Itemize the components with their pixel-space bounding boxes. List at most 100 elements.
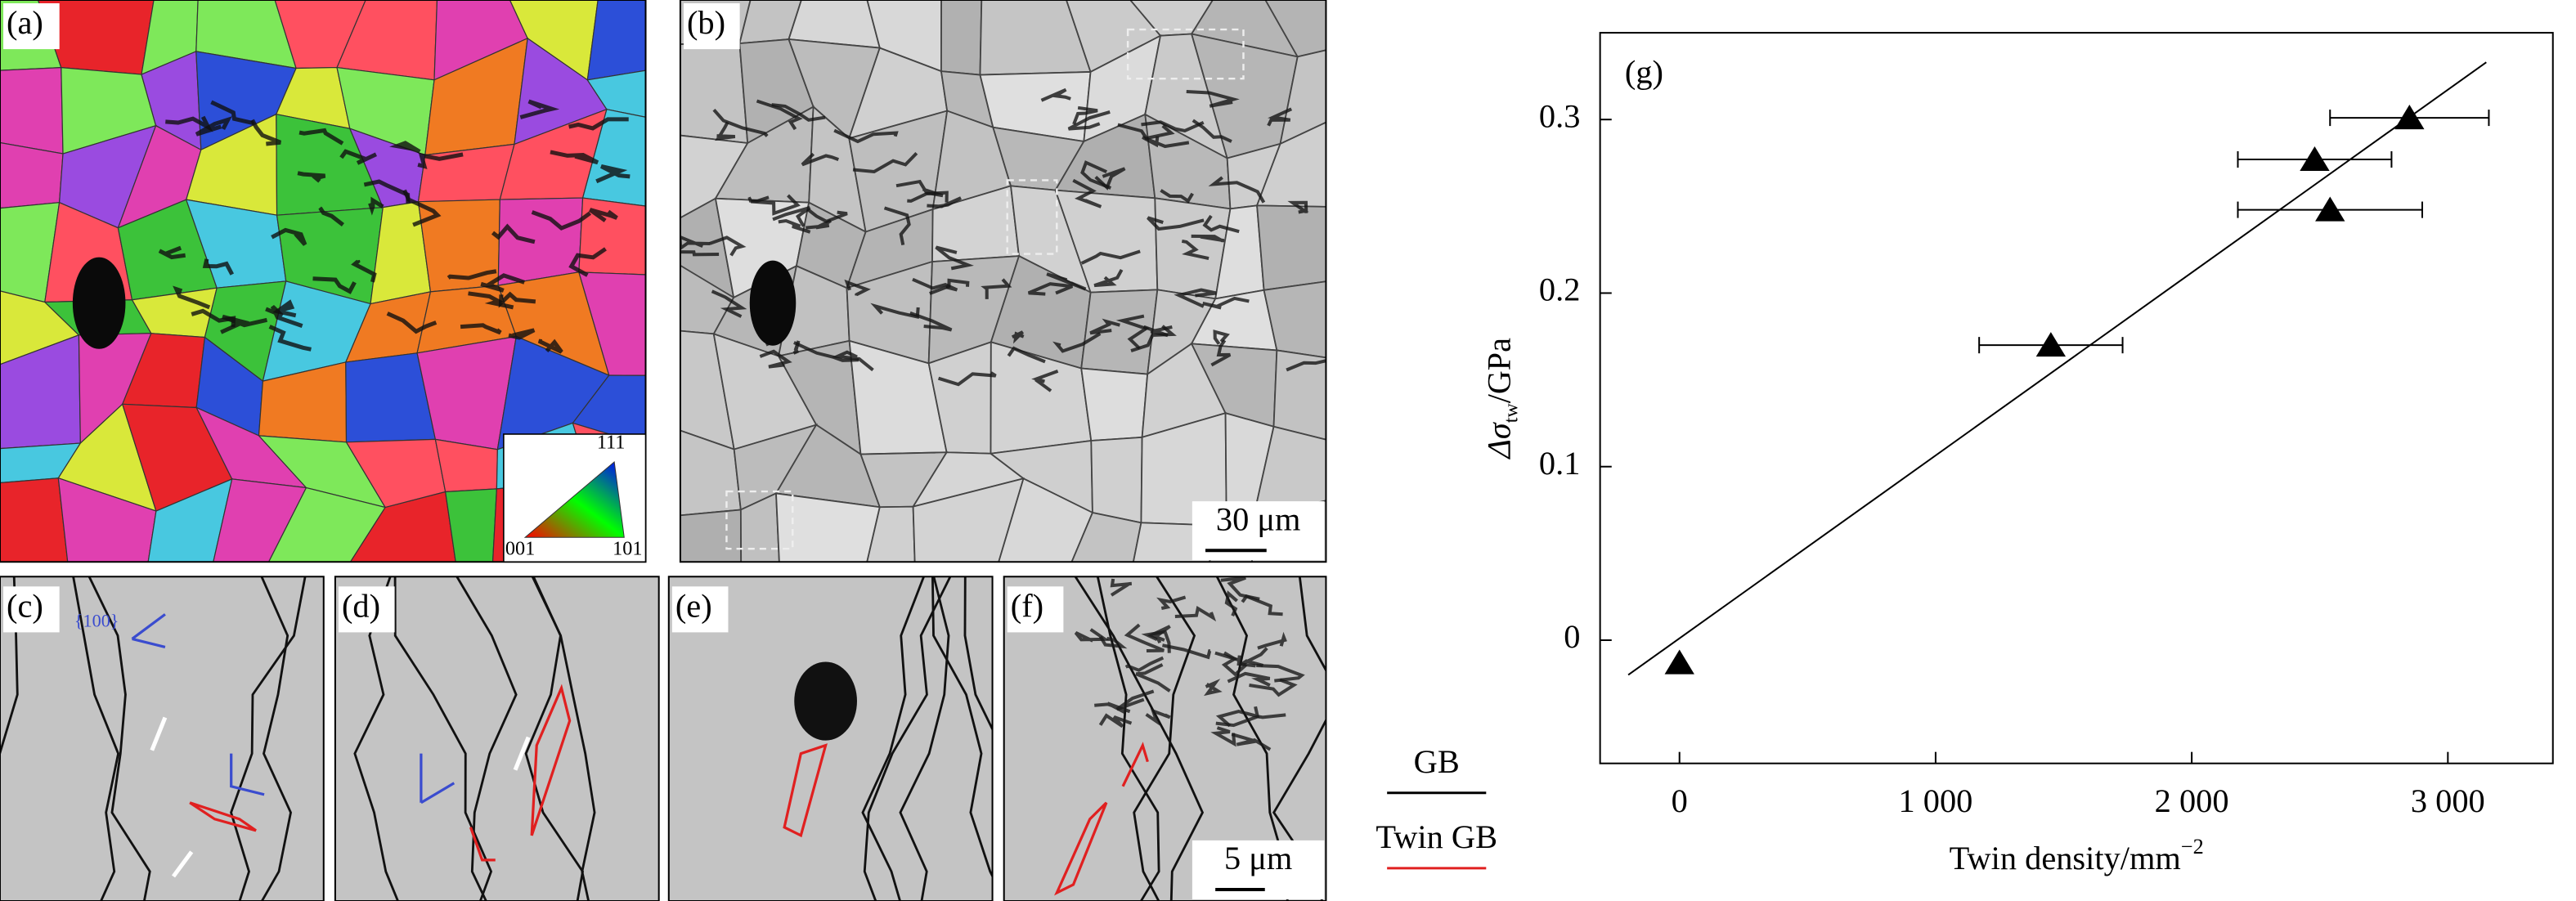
grain (1252, 425, 1326, 518)
grain (147, 477, 233, 563)
deformation-band (1098, 635, 1128, 649)
deformation-band (927, 196, 962, 208)
deformation-band (1098, 713, 1133, 728)
deformation-band (870, 303, 920, 320)
deformation-band (1040, 87, 1071, 102)
arrow (513, 736, 531, 771)
deformation-band (1162, 643, 1212, 660)
plot: (g) 0 1 000 2 000 3 000 0 0.1 0.2 0.3 Twin densit… (1481, 32, 2554, 876)
grain-boundary (963, 576, 993, 732)
grain (444, 488, 498, 563)
deformation-band (1094, 702, 1131, 715)
deformation-band (1186, 89, 1240, 108)
deformation-band (1287, 200, 1309, 214)
grain (57, 477, 157, 563)
deformation-band (1130, 325, 1177, 352)
deformation-band (351, 259, 377, 283)
deformation-band (711, 289, 747, 318)
y-tick-label: 0 (1564, 618, 1580, 655)
data-point (1664, 649, 1694, 675)
x-tick-label: 2 000 (2155, 782, 2229, 819)
label-bg (338, 586, 395, 633)
deformation-band (1080, 249, 1141, 265)
ipf-label: 101 (613, 538, 642, 560)
deformation-band (1227, 671, 1271, 687)
dark-region (749, 260, 797, 346)
deformation-band (480, 273, 526, 293)
label-bg (671, 586, 729, 633)
deformation-band (1141, 630, 1171, 653)
grain (497, 197, 584, 286)
deformation-band (852, 151, 918, 174)
deformation-band (318, 206, 344, 226)
orientation-marker (420, 753, 456, 805)
twin-boundary (530, 684, 572, 836)
band-contrast-map (680, 0, 1326, 563)
scale-bar-label: 30 μm (1216, 500, 1301, 537)
deformation-band (756, 99, 803, 131)
deformation-band (268, 325, 312, 352)
deformation-band (793, 341, 859, 362)
deformation-band (1094, 167, 1126, 191)
legend-label: Twin GB (1376, 818, 1497, 855)
twin-boundary (1054, 801, 1108, 896)
arrow (171, 850, 194, 878)
y-tick-label: 0.2 (1539, 271, 1580, 308)
scale-bar-label: 5 μm (1224, 840, 1292, 876)
deformation-band (912, 277, 958, 292)
deformation-band (1191, 234, 1225, 243)
deformation-band (173, 285, 211, 310)
deformation-band (1147, 625, 1171, 644)
micrograph-annotations: {100} (a) (b) (c) (d) (e) (f) 30 μm 5 μm GB Twin G… (3, 3, 1497, 899)
fit-line (1627, 61, 2487, 676)
deformation-band (1208, 176, 1266, 204)
deformation-band (1241, 594, 1283, 616)
twin-boundary (1121, 742, 1149, 787)
deformation-band (833, 128, 899, 144)
deformation-band (386, 312, 438, 334)
label-bg (683, 3, 740, 50)
orientation-marker (131, 613, 166, 648)
panel-label: (f) (1011, 588, 1043, 625)
twin-boundary (783, 743, 828, 838)
grain (912, 477, 1025, 563)
ipf-label: 001 (505, 538, 535, 560)
deformation-band (1210, 339, 1232, 367)
twin-boundary (469, 827, 496, 862)
y-axis-label-sub: tw (1500, 403, 1522, 424)
y-axis-label-text: Δσ (1481, 421, 1518, 459)
grain-boundary (1074, 576, 1205, 901)
deformation-band (165, 115, 213, 132)
grain (349, 491, 456, 563)
deformation-band (1174, 605, 1217, 622)
deformation-band (460, 323, 502, 335)
panel-frame (679, 0, 1327, 563)
deformation-band (508, 328, 536, 340)
deformation-band (771, 103, 826, 122)
label-bg (3, 586, 60, 633)
grain-boundary (931, 576, 993, 879)
grain (1070, 511, 1142, 563)
ipf-map (0, 0, 646, 563)
deformation-band (1072, 105, 1098, 125)
deformation-band (1215, 706, 1260, 728)
deformation-band (937, 371, 997, 387)
x-tick-label: 1 000 (1898, 782, 1972, 819)
deformation-band (759, 349, 792, 369)
deformation-band (981, 278, 1012, 299)
deformation-band (1115, 314, 1150, 350)
deformation-band (1074, 628, 1111, 643)
deformation-band (297, 171, 326, 183)
y-tick-label: 0.1 (1539, 445, 1580, 482)
data-point (2300, 146, 2330, 172)
data-point (2394, 105, 2425, 130)
arrow (150, 716, 168, 751)
grain (0, 66, 64, 155)
grain-boundary (230, 576, 307, 901)
deformation-band (417, 152, 464, 169)
deformation-band (1156, 595, 1187, 610)
deformation-band (1192, 119, 1232, 143)
x-axis-label-text: Twin density/mm (1950, 840, 2181, 876)
deformation-band (1072, 178, 1102, 208)
grain (1272, 349, 1326, 441)
